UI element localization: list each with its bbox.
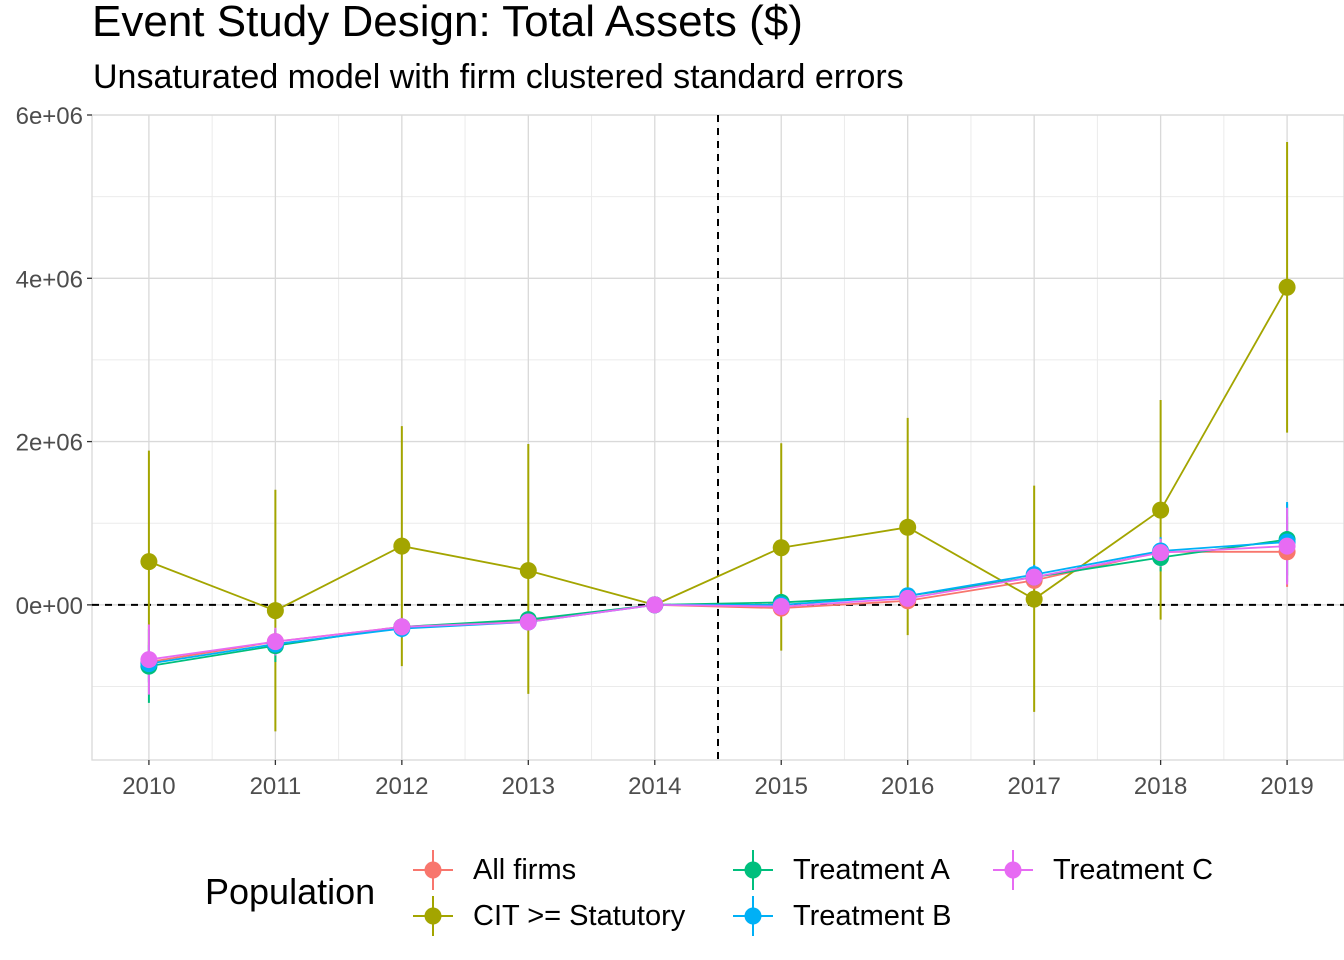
- legend-key-cit-statutory: [413, 896, 453, 936]
- data-point-cit-statutory: [140, 553, 158, 571]
- legend-key-treatment-a: [733, 850, 773, 890]
- x-tick-label: 2015: [755, 773, 808, 800]
- legend-label: Treatment C: [1053, 854, 1214, 886]
- data-point-cit-statutory: [1025, 590, 1043, 608]
- data-point-treatment-c: [1152, 544, 1170, 562]
- data-point-cit-statutory: [1278, 278, 1296, 296]
- data-point-cit-statutory: [1152, 501, 1170, 519]
- x-tick-label: 2018: [1134, 773, 1187, 800]
- series-line-treatment-c: [148, 545, 1288, 661]
- data-point-cit-statutory: [393, 537, 411, 555]
- y-tick-label: 6e+06: [16, 103, 83, 130]
- data-point-treatment-c: [1278, 537, 1296, 555]
- chart-title: Event Study Design: Total Assets ($): [92, 0, 803, 46]
- legend-label: Treatment A: [793, 854, 950, 886]
- series-line-cit-statutory: [148, 286, 1288, 612]
- x-tick-label: 2012: [375, 773, 428, 800]
- x-tick-label: 2019: [1260, 773, 1313, 800]
- legend-key-treatment-c: [993, 850, 1033, 890]
- legend-key-point: [424, 907, 442, 925]
- x-tick-label: 2017: [1007, 773, 1060, 800]
- data-point-treatment-c: [1025, 568, 1043, 586]
- legend-item-all-firms: All firms: [413, 850, 576, 890]
- legend-title: Population: [205, 871, 376, 912]
- x-tick-label: 2011: [250, 773, 302, 800]
- y-tick-label: 0e+00: [16, 593, 83, 620]
- data-point-cit-statutory: [266, 602, 284, 620]
- data-point-treatment-c: [140, 651, 158, 669]
- legend-item-cit-statutory: CIT >= Statutory: [413, 896, 685, 936]
- legend-label: Treatment B: [793, 900, 952, 932]
- x-tick-label: 2014: [628, 773, 681, 800]
- data-point-treatment-c: [772, 598, 790, 616]
- legend-label: CIT >= Statutory: [473, 900, 686, 932]
- data-point-cit-statutory: [519, 562, 537, 580]
- legend-key-all-firms: [413, 850, 453, 890]
- x-tick-label: 2013: [502, 773, 555, 800]
- data-point-cit-statutory: [899, 518, 917, 536]
- data-point-cit-statutory: [772, 539, 790, 557]
- data-point-treatment-c: [899, 589, 917, 607]
- legend-label: All firms: [473, 854, 577, 886]
- y-tick-label: 2e+06: [16, 430, 83, 457]
- legend-key-point: [744, 861, 762, 879]
- data-point-treatment-c: [393, 618, 411, 636]
- legend-key-treatment-b: [733, 896, 773, 936]
- data-point-treatment-c: [519, 613, 537, 631]
- legend-item-treatment-a: Treatment A: [733, 850, 950, 890]
- legend-key-point: [744, 907, 762, 925]
- legend-key-point: [1004, 861, 1022, 879]
- x-tick-label: 2016: [881, 773, 934, 800]
- legend-item-treatment-b: Treatment B: [733, 896, 951, 936]
- legend-key-point: [424, 861, 442, 879]
- y-tick-label: 4e+06: [16, 266, 83, 293]
- x-tick-label: 2010: [122, 773, 175, 800]
- chart-subtitle: Unsaturated model with firm clustered st…: [93, 58, 904, 96]
- legend-item-treatment-c: Treatment C: [993, 850, 1213, 890]
- data-point-treatment-c: [646, 596, 664, 614]
- data-point-treatment-c: [266, 633, 284, 651]
